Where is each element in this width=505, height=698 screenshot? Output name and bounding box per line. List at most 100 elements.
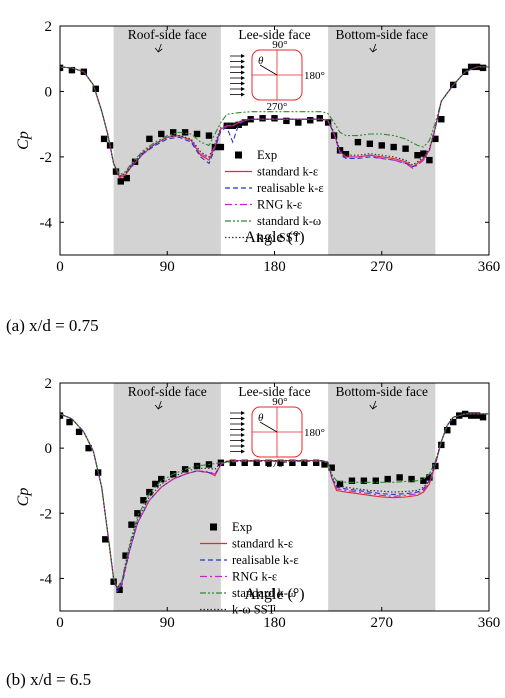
exp-point xyxy=(414,152,421,159)
exp-point xyxy=(85,444,92,452)
caption-b: (b) x/d = 6.5 xyxy=(6,670,92,689)
exp-point xyxy=(396,474,403,481)
exp-point xyxy=(420,150,427,157)
exp-point xyxy=(348,477,356,484)
exp-point xyxy=(92,85,99,93)
exp-point xyxy=(426,474,433,481)
exp-point xyxy=(473,412,481,419)
legend-label: standard k-ω xyxy=(232,586,296,600)
x-tick-label: 360 xyxy=(478,615,501,631)
exp-point xyxy=(354,138,362,146)
exp-point xyxy=(316,115,323,122)
exp-point xyxy=(117,178,124,185)
exp-point xyxy=(217,143,225,151)
exp-point xyxy=(324,119,332,126)
legend-label: Exp xyxy=(232,520,252,534)
legend-label: k-ω SST xyxy=(232,603,276,617)
wind-arrowhead xyxy=(241,81,245,86)
exp-point xyxy=(100,135,108,143)
exp-point xyxy=(193,130,201,138)
exp-point xyxy=(366,140,374,147)
exp-point xyxy=(60,412,64,419)
exp-point xyxy=(158,475,165,483)
exp-point xyxy=(170,129,177,136)
wind-arrowhead xyxy=(241,76,245,80)
wind-arrowhead xyxy=(241,438,245,443)
exp-point xyxy=(235,121,242,128)
y-axis-title: Cp xyxy=(15,131,32,150)
exp-point xyxy=(259,115,266,122)
exp-point xyxy=(122,552,129,559)
exp-point xyxy=(134,510,141,517)
face-label: Lee-side face xyxy=(238,27,310,42)
exp-point xyxy=(342,151,350,158)
y-tick-label: 0 xyxy=(45,441,53,457)
exp-point xyxy=(467,412,475,419)
exp-point xyxy=(289,459,296,466)
inset-label-theta: θ xyxy=(258,55,264,67)
face-arrowhead xyxy=(154,404,163,410)
x-tick-label: 360 xyxy=(478,259,501,275)
y-tick-label: 2 xyxy=(45,19,53,35)
exp-point xyxy=(372,477,379,484)
exp-point xyxy=(426,156,433,164)
wind-arrowhead xyxy=(241,416,245,421)
legend-label: Exp xyxy=(257,148,277,162)
exp-point xyxy=(75,428,83,436)
exp-point xyxy=(360,477,368,484)
exp-point xyxy=(277,459,284,466)
exp-point xyxy=(68,66,76,74)
wind-arrowhead xyxy=(241,70,245,75)
x-axis-title: Angle (°) xyxy=(244,586,304,603)
wind-arrowhead xyxy=(241,411,245,415)
series-line xyxy=(60,66,489,178)
exp-point xyxy=(420,477,427,484)
exp-point xyxy=(390,143,397,151)
exp-point xyxy=(205,132,213,139)
legend-label: realisable k-ε xyxy=(232,553,299,567)
exp-point xyxy=(438,116,445,123)
face-arrow xyxy=(372,43,377,53)
exp-point xyxy=(271,115,278,122)
inset-label-270: 270° xyxy=(267,101,288,113)
legend-label: RNG k-ε xyxy=(232,570,277,584)
legend-label: standard k-ε xyxy=(232,537,293,551)
exp-point xyxy=(158,130,165,138)
exp-point xyxy=(432,135,439,143)
inset-label-180: 180° xyxy=(304,70,325,82)
exp-point xyxy=(313,459,320,466)
exp-point xyxy=(301,459,308,466)
exp-point xyxy=(321,461,328,468)
inset-label-180: 180° xyxy=(304,427,325,439)
y-tick-label: 2 xyxy=(45,376,53,392)
exp-point xyxy=(110,578,117,585)
x-axis-title: Angle (°) xyxy=(244,229,304,246)
exp-point xyxy=(265,459,272,466)
y-axis-title: Cp xyxy=(15,488,32,507)
face-arrow xyxy=(157,43,162,53)
wind-arrowhead xyxy=(241,449,245,454)
exp-point xyxy=(66,418,73,426)
wind-arrowhead xyxy=(241,422,245,426)
wind-arrowhead xyxy=(241,92,245,97)
exp-point xyxy=(450,418,457,426)
exp-point xyxy=(181,129,189,136)
wind-arrowhead xyxy=(241,65,245,69)
face-label: Bottom-side face xyxy=(335,27,428,42)
legend: Exp standard k-ε realisable k-ε RNG k-ε stan… xyxy=(225,148,324,245)
exp-point xyxy=(307,117,314,124)
exp-point xyxy=(241,459,248,466)
x-tick-label: 180 xyxy=(263,615,286,631)
caption-a: (a) x/d = 0.75 xyxy=(6,316,99,335)
legend-label: standard k-ε xyxy=(257,165,318,179)
shaded-region xyxy=(328,26,436,255)
legend-swatch xyxy=(210,523,217,531)
inset-label-90: 90° xyxy=(272,396,287,408)
exp-point xyxy=(402,145,409,152)
shaded-region xyxy=(113,383,221,611)
chart-panel-b: Roof-side face Lee-side face Bottom-side f… xyxy=(15,376,500,631)
wind-arrowhead xyxy=(241,444,245,448)
series-line xyxy=(60,413,489,590)
legend-swatch xyxy=(235,151,242,159)
face-label: Lee-side face xyxy=(238,384,310,399)
